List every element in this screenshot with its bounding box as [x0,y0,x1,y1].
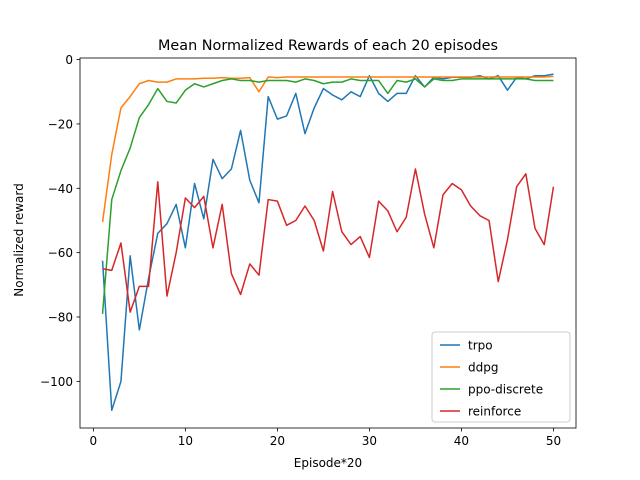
legend-label-trpo: trpo [468,339,493,353]
legend-box [431,331,571,423]
y-tick-label: −60 [48,246,73,260]
y-tick-label: −20 [48,117,73,131]
y-axis-label: Normalized reward [12,183,26,296]
legend-label-reinforce: reinforce [468,405,521,419]
x-axis-label: Episode*20 [294,456,362,470]
series-group [101,73,555,412]
legend: trpo ddpg ppo-discrete reinforce [431,331,571,423]
chart-title: Mean Normalized Rewards of each 20 episo… [158,38,498,54]
x-tick-label: 20 [270,434,285,448]
series-line-ddpg [101,75,554,223]
y-tick-label: −100 [40,375,73,389]
x-axis: 0 10 20 30 40 50 [90,428,561,448]
y-axis: 0 −20 −40 −60 −80 −100 [40,53,80,389]
x-tick-label: 40 [454,434,469,448]
plot-area [79,57,577,429]
x-tick-label: 10 [178,434,193,448]
x-tick-label: 50 [546,434,561,448]
series-line-trpo [101,73,554,412]
series-line-ppo-discrete [101,78,554,314]
legend-label-ppo-discrete: ppo-discrete [468,383,543,397]
legend-label-ddpg: ddpg [468,361,498,375]
y-tick-label: −80 [48,311,73,325]
x-tick-label: 0 [90,434,98,448]
x-tick-label: 30 [362,434,377,448]
series-line-reinforce [102,168,555,313]
y-tick-label: −40 [48,182,73,196]
axes-frame [79,57,577,429]
y-tick-label: 0 [65,53,73,67]
